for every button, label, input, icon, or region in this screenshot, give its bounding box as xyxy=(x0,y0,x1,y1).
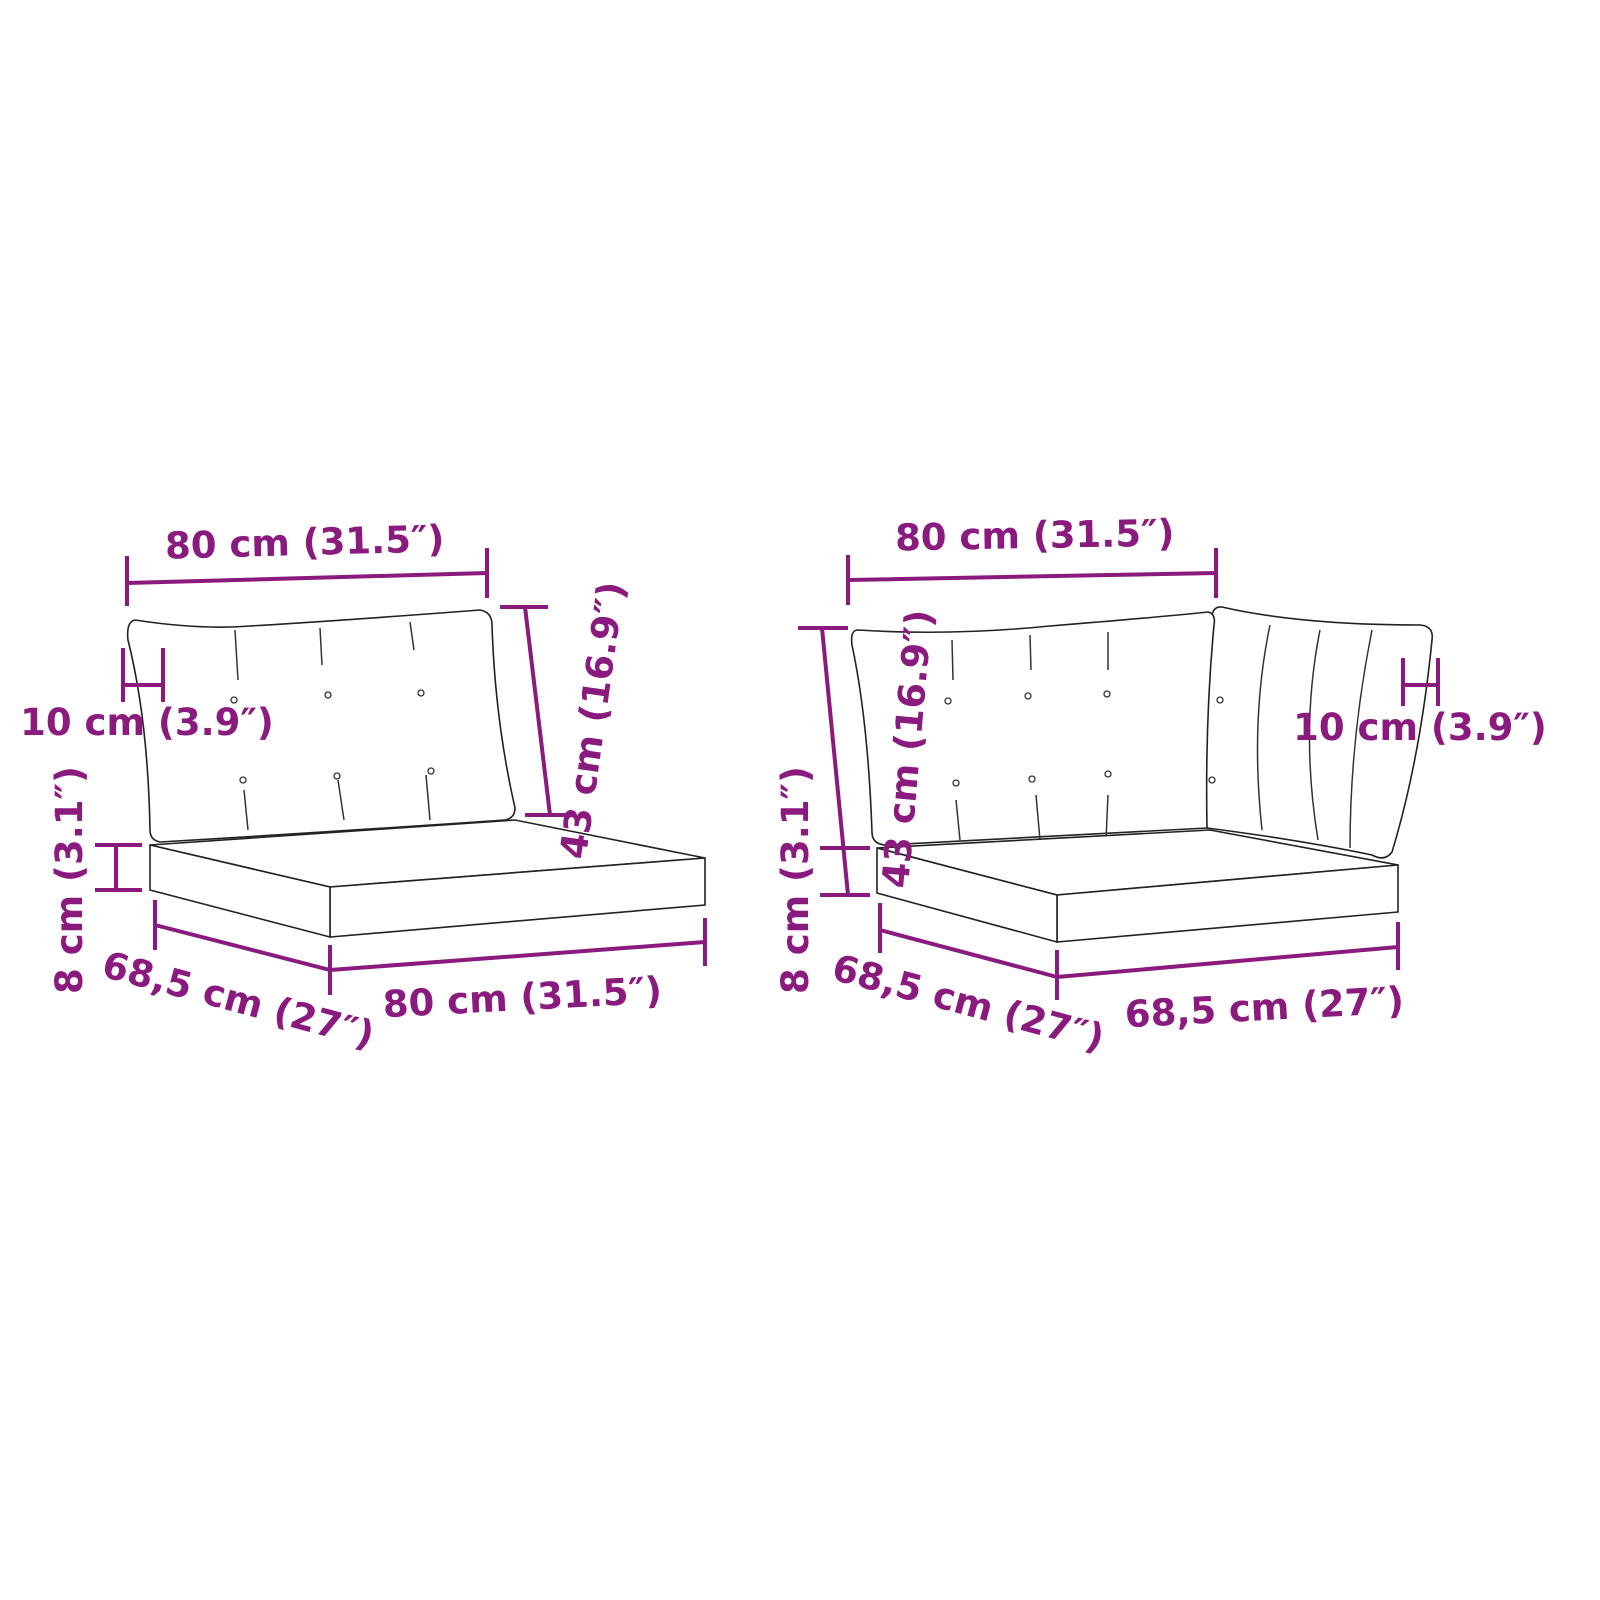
right-width-top-label: 80 cm (31.5″) xyxy=(895,512,1175,560)
left-back-thickness-label: 10 cm (3.9″) xyxy=(20,701,274,744)
left-width-top-label: 80 cm (31.5″) xyxy=(164,517,444,567)
right-back-thickness-label: 10 cm (3.9″) xyxy=(1293,706,1547,749)
right-seat-width-label: 68,5 cm (27″) xyxy=(1124,979,1405,1037)
left-cushion-set xyxy=(126,609,706,939)
left-seat-width-label: 80 cm (31.5″) xyxy=(382,969,663,1027)
right-seat-side xyxy=(876,846,1058,944)
left-seat-side xyxy=(149,843,331,939)
left-seat-thickness-label: 8 cm (3.1″) xyxy=(48,766,91,994)
right-seat-depth-label: 68,5 cm (27″) xyxy=(828,946,1109,1060)
right-cushion-set xyxy=(850,606,1434,944)
right-back-cushion xyxy=(850,611,1216,846)
left-seat-depth-label: 68,5 cm (27″) xyxy=(98,943,379,1057)
left-back-cushion xyxy=(126,609,516,843)
right-seat-thickness-label: 8 cm (3.1″) xyxy=(774,766,817,994)
left-back-height-label: 43 cm (16.9″) xyxy=(552,579,633,862)
